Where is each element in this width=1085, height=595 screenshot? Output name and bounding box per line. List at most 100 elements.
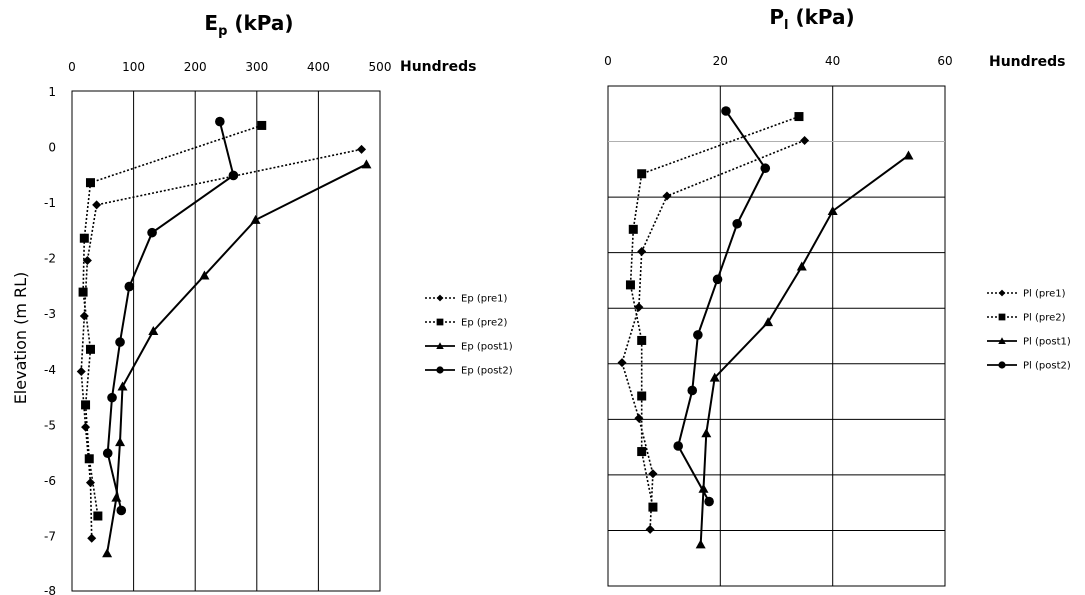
pl-x-tick-label: 0: [604, 54, 612, 68]
pl-pre1-point: [662, 191, 672, 201]
ep-post1-point: [199, 270, 210, 280]
pl-post2-point: [673, 441, 684, 451]
ep-x-tick-label: 400: [307, 60, 330, 74]
ep-post2-point: [115, 337, 125, 347]
ep-pre2-point: [93, 511, 103, 521]
pl-post1-point: [763, 317, 774, 327]
pl-pre2-point: [637, 169, 647, 179]
pl-post2-point: [712, 274, 723, 285]
pl-pre2-legend-marker: [998, 313, 1006, 321]
pl-post1-legend-marker: [998, 337, 1006, 344]
pl-pre2-point: [628, 224, 638, 234]
pl-post1-point: [701, 428, 712, 438]
pl-post2-point: [732, 218, 742, 229]
ep-post1-legend-label: Ep (post1): [461, 342, 513, 353]
ep-pre2-point: [81, 400, 91, 410]
ep-post2-legend-marker: [436, 366, 444, 374]
ep-pre2-legend-label: Ep (pre2): [461, 318, 508, 329]
ep-x-tick-label: 0: [68, 60, 76, 74]
ep-pre1-line: [80, 148, 362, 539]
pl-x-tick-label: 40: [825, 54, 840, 68]
pl-post1-point: [827, 206, 838, 215]
pl-post1-legend-label: Pl (post1): [1023, 337, 1071, 348]
ep-post1-point: [102, 548, 113, 558]
ep-post2-point: [102, 448, 113, 459]
ep-y-tick-label: -8: [44, 584, 56, 595]
pl-series-group: [617, 106, 914, 549]
ep-chart: Ep (kPa) 0 100 200 300 400 500 Hundreds …: [11, 11, 513, 595]
ep-y-tick-label: -6: [44, 474, 56, 488]
pl-pre1-point: [645, 524, 655, 534]
ep-pre2-point: [257, 120, 267, 130]
ep-post2-point: [215, 116, 225, 127]
pl-chart: Pl (kPa) 0 20 40 60 Hundreds Pl (pre1)Pl…: [604, 5, 1071, 587]
ep-y-tick-labels: 1 0 -1 -2 -3 -4 -5 -6 -7 -8: [44, 85, 56, 595]
ep-post2-point: [124, 281, 135, 292]
ep-y-axis-label: Elevation (m RL): [11, 272, 30, 405]
ep-display-unit: Hundreds: [400, 59, 476, 75]
pl-x-tick-label: 60: [937, 54, 952, 68]
pl-post2-legend-marker: [998, 361, 1006, 369]
ep-chart-title: Ep (kPa): [204, 11, 293, 39]
ep-x-tick-label: 200: [184, 60, 207, 74]
pl-pre1-point: [634, 302, 644, 312]
pl-pre1-line: [621, 139, 805, 530]
ep-pre2-point: [85, 344, 95, 354]
ep-post1-point: [115, 437, 126, 447]
ep-post2-point: [116, 505, 127, 516]
ep-pre1-point: [82, 255, 92, 265]
pl-post1-point: [698, 483, 709, 493]
ep-pre1-legend-label: Ep (pre1): [461, 294, 508, 305]
ep-y-tick-label: -4: [44, 363, 56, 377]
pl-post1-point: [695, 539, 706, 549]
ep-y-tick-label: 1: [48, 85, 56, 99]
ep-pre2-point: [85, 178, 95, 188]
ep-x-tick-label: 300: [245, 60, 268, 74]
ep-y-tick-label: -3: [44, 307, 56, 321]
pl-pre1-point: [648, 469, 658, 479]
ep-pre1-point: [87, 533, 97, 543]
pl-legend: Pl (pre1) Pl (pre2) Pl (post1) Pl (post2): [987, 289, 1071, 372]
ep-post2-point: [147, 227, 157, 238]
pl-post2-point: [704, 496, 714, 507]
pl-gridlines: [608, 86, 945, 586]
pl-pre1-point: [617, 358, 627, 368]
pl-pre2-legend-label: Pl (pre2): [1023, 313, 1066, 324]
pl-pre2-point: [648, 502, 658, 512]
pl-post2-point: [693, 330, 703, 340]
pl-post1-line: [699, 154, 910, 545]
pl-x-tick-labels: 0 20 40 60: [604, 54, 952, 68]
ep-series-group: [76, 116, 372, 558]
ep-pre1-point: [76, 367, 86, 377]
ep-post2-line: [106, 121, 235, 511]
ep-y-tick-label: 0: [48, 141, 56, 155]
ep-x-tick-labels: 0 100 200 300 400 500: [68, 60, 391, 74]
ep-y-tick-label: -2: [44, 252, 56, 266]
ep-y-tick-label: -5: [44, 418, 56, 432]
ep-x-tick-label: 500: [369, 60, 392, 74]
ep-pre1-legend-marker: [436, 294, 444, 302]
pl-display-unit: Hundreds: [989, 54, 1065, 70]
pl-pre2-point: [637, 447, 647, 457]
pl-post2-point: [721, 106, 731, 116]
pl-pre2-line: [629, 115, 800, 508]
ep-post1-point: [117, 381, 128, 391]
ep-pre1-point: [357, 144, 367, 154]
ep-post1-legend-marker: [436, 342, 444, 349]
ep-post1-point: [148, 326, 159, 335]
ep-post1-point: [361, 159, 372, 169]
pl-pre2-point: [625, 280, 635, 290]
ep-post1-point: [250, 214, 261, 224]
ep-y-tick-label: -1: [44, 196, 56, 210]
pl-post2-point: [760, 163, 771, 174]
pl-pre2-point: [637, 391, 647, 401]
pl-pre1-point: [637, 247, 647, 257]
pl-plot-area: [607, 85, 946, 587]
ep-y-tick-label: -7: [44, 529, 56, 543]
pl-post2-legend-label: Pl (post2): [1023, 361, 1071, 372]
ep-legend: Ep (pre1) Ep (pre2) Ep (post1) Ep (post2): [425, 294, 513, 377]
pl-post1-point: [709, 372, 720, 382]
ep-pre2-point: [78, 287, 88, 297]
pl-pre1-legend-marker: [998, 289, 1006, 297]
